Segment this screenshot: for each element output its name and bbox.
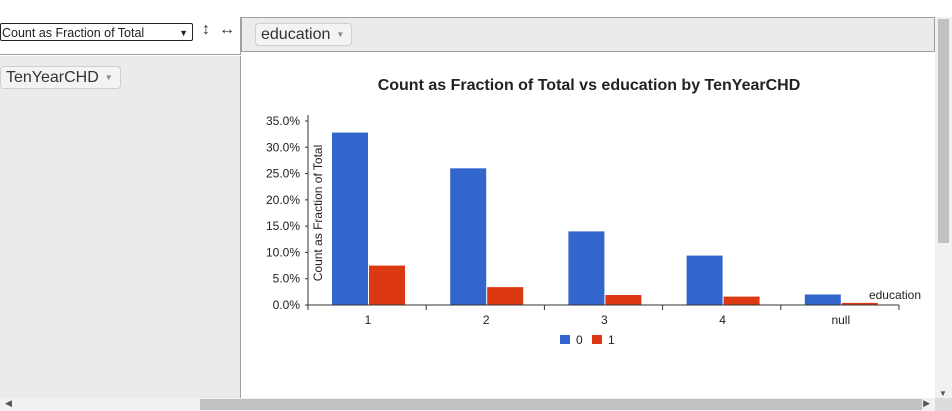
x-tick-label: 1: [365, 313, 372, 327]
legend-swatch-0: [560, 335, 570, 344]
x-tick-label: 4: [719, 313, 726, 327]
x-tick-label: null: [831, 313, 850, 327]
bar-series-1-3[interactable]: [605, 295, 642, 305]
x-axis-label: education: [869, 288, 921, 302]
scroll-right-icon[interactable]: ▶: [923, 398, 930, 408]
bar-series-0-4[interactable]: [686, 255, 723, 305]
vertical-scroll-thumb[interactable]: [938, 19, 949, 243]
scroll-left-icon[interactable]: ◀: [5, 398, 12, 408]
sort-rows-icon[interactable]: ↕: [202, 21, 210, 38]
legend-swatch-1: [592, 335, 602, 344]
x-tick-label: 3: [601, 313, 608, 327]
row-field-label: TenYearCHD: [6, 69, 99, 86]
horizontal-scrollbar[interactable]: ◀ ▶: [0, 398, 935, 411]
bar-series-1-4[interactable]: [723, 296, 760, 305]
y-tick-label: 15.0%: [266, 219, 300, 233]
caret-down-icon[interactable]: ▼: [104, 73, 113, 82]
y-tick-label: 30.0%: [266, 140, 300, 154]
bar-series-0-3[interactable]: [568, 231, 605, 305]
bar-series-0-null[interactable]: [804, 294, 841, 305]
bar-series-1-2[interactable]: [487, 287, 524, 305]
column-fields-area: education ▼: [241, 17, 935, 52]
dropdown-arrow-icon: ▼: [179, 28, 188, 38]
y-tick-label: 25.0%: [266, 167, 300, 181]
y-tick-label: 20.0%: [266, 193, 300, 207]
sort-cols-icon[interactable]: ↔: [219, 21, 235, 38]
bar-series-1-null[interactable]: [841, 302, 878, 305]
bar-series-1-1[interactable]: [369, 265, 405, 305]
column-field-pill[interactable]: education ▼: [255, 23, 353, 46]
bar-chart: Count as Fraction of Total vs education …: [266, 77, 921, 347]
x-tick-label: 2: [483, 313, 490, 327]
y-tick-label: 0.0%: [273, 298, 301, 312]
vertical-scrollbar[interactable]: ▲ ▼: [935, 17, 952, 398]
y-tick-label: 5.0%: [273, 272, 301, 286]
bar-series-0-1[interactable]: [332, 132, 368, 305]
y-axis-label: Count as Fraction of Total: [311, 145, 325, 282]
row-fields-area: TenYearCHD ▼: [0, 56, 241, 398]
bar-series-0-2[interactable]: [450, 168, 487, 305]
chart-title: Count as Fraction of Total vs education …: [378, 77, 801, 94]
row-field-pill[interactable]: TenYearCHD ▼: [0, 66, 121, 89]
chart-area: Count as Fraction of Total vs education …: [242, 52, 936, 398]
scrollbar-corner: [935, 398, 952, 411]
scroll-down-icon[interactable]: ▼: [939, 389, 947, 398]
caret-down-icon[interactable]: ▼: [336, 30, 345, 39]
horizontal-scroll-thumb[interactable]: [200, 399, 922, 410]
legend-label-1: 1: [608, 333, 615, 347]
y-tick-label: 10.0%: [266, 245, 300, 259]
column-field-label: education: [261, 26, 331, 43]
aggregator-controls: Count as Fraction of Total ▼ ↕ ↔: [0, 17, 241, 55]
aggregator-select-value: Count as Fraction of Total: [2, 26, 145, 40]
y-tick-label: 35.0%: [266, 114, 300, 128]
aggregator-select[interactable]: Count as Fraction of Total ▼: [0, 23, 193, 41]
legend-label-0: 0: [576, 333, 583, 347]
